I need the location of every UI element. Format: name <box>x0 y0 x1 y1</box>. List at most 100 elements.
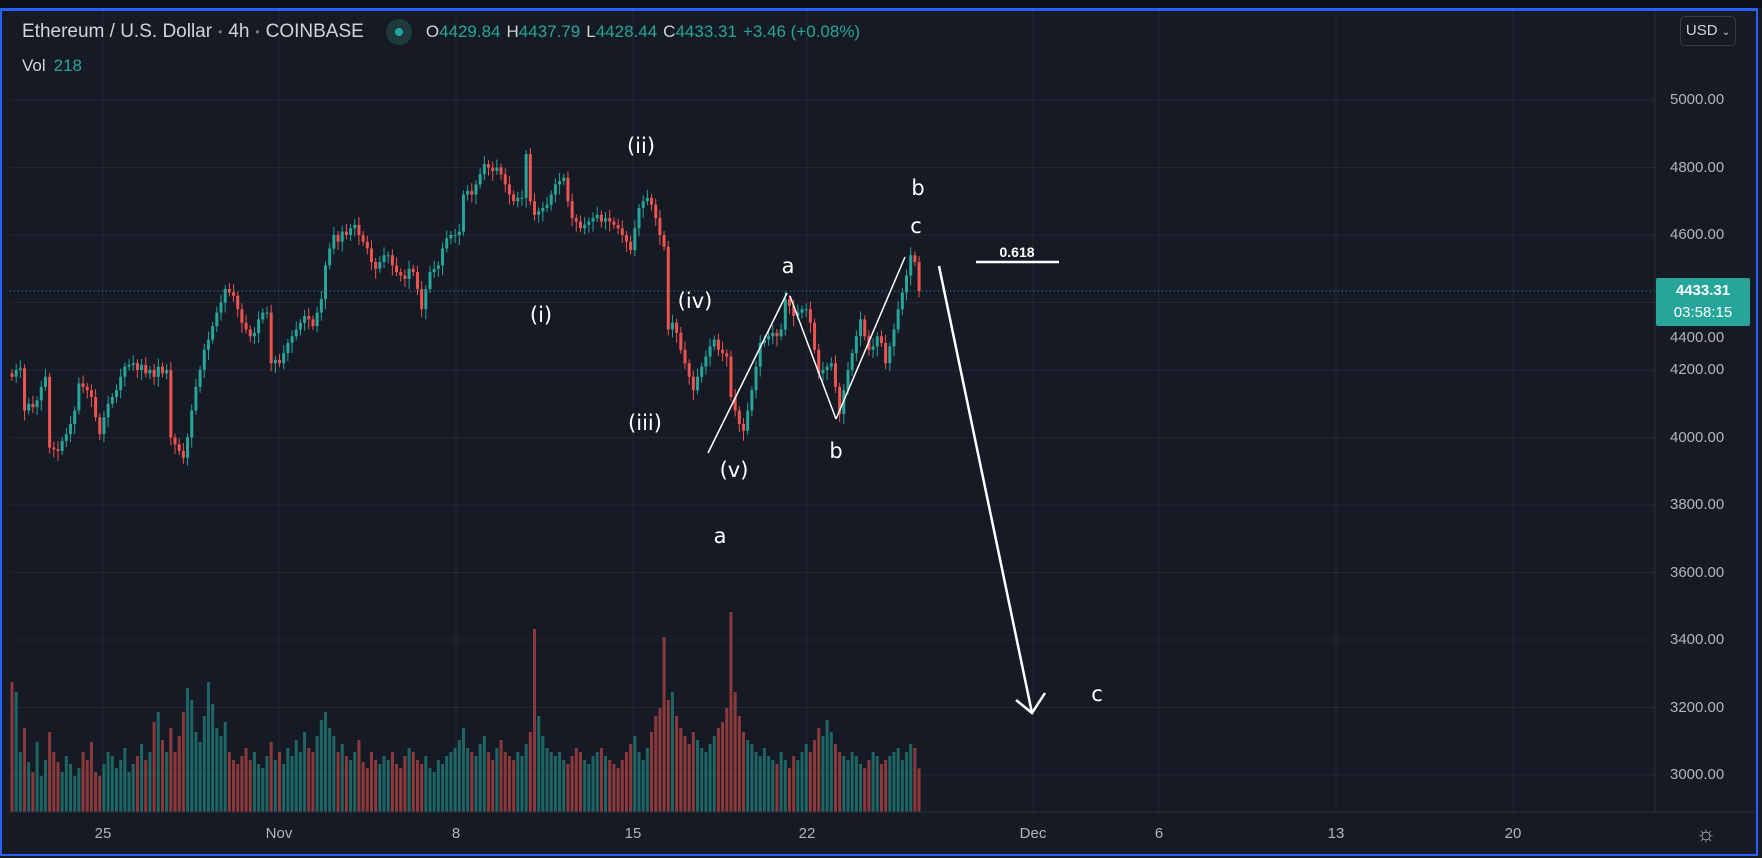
symbol-name[interactable]: Ethereum / U.S. Dollar <box>22 21 213 42</box>
candle <box>344 223 348 239</box>
candle-body <box>779 329 783 337</box>
volume-bar <box>871 752 875 812</box>
candle <box>654 198 658 227</box>
wave-label-iii[interactable]: (iii) <box>628 411 662 435</box>
candle <box>495 159 499 175</box>
candle <box>650 193 654 211</box>
arrow-head <box>1015 692 1047 715</box>
candle <box>666 240 670 336</box>
candle-body <box>888 346 892 364</box>
volume-bar <box>165 752 169 812</box>
wave-label-b-major[interactable]: b <box>911 176 925 200</box>
candle <box>503 168 507 193</box>
candle-body <box>478 174 482 185</box>
volume-bar <box>859 764 863 812</box>
candle <box>353 218 357 237</box>
volume-bar <box>570 756 574 812</box>
volume-bar <box>645 748 649 812</box>
candle <box>729 350 733 401</box>
wave-label-c-major[interactable]: c <box>1091 682 1103 706</box>
wave-label-v[interactable]: (v) <box>719 458 749 482</box>
candle-body <box>319 299 323 313</box>
candle-body <box>520 197 524 199</box>
volume-bar <box>60 772 64 812</box>
candle-body <box>537 211 541 215</box>
candle-body <box>650 197 654 205</box>
candle <box>240 303 244 333</box>
candle <box>733 389 737 417</box>
candle-body <box>691 376 695 391</box>
candle-body <box>269 312 273 364</box>
volume-bar <box>750 744 754 812</box>
wave-label-a-major[interactable]: a <box>713 524 727 548</box>
volume-bar <box>169 728 173 812</box>
candle-body <box>119 376 123 391</box>
volume-bar <box>666 700 670 812</box>
candle <box>73 406 77 434</box>
volume-bar <box>461 728 465 812</box>
wave-label-ii[interactable]: (ii) <box>626 134 656 158</box>
candle <box>474 180 478 205</box>
candle-body <box>261 312 265 320</box>
candle-body <box>127 364 131 367</box>
wave-label-a[interactable]: a <box>781 254 795 278</box>
candle <box>524 150 528 208</box>
candle <box>516 191 520 208</box>
volume-bar <box>311 752 315 812</box>
candle <box>69 416 73 443</box>
fib-level-label[interactable]: 0.618 <box>999 244 1035 260</box>
candle <box>382 247 386 268</box>
volume-bar <box>482 736 486 812</box>
volume-bar <box>186 688 190 812</box>
candle-body <box>487 164 491 168</box>
candle-body <box>198 370 202 387</box>
volume-bar <box>520 756 524 812</box>
candle-body <box>787 299 791 306</box>
volume-bar <box>432 772 436 812</box>
trend-line-wave-b <box>789 295 837 420</box>
candle-body <box>578 221 582 229</box>
candle-body <box>415 272 419 289</box>
currency-button[interactable]: USD ⌄ <box>1680 16 1736 46</box>
candle-body <box>796 312 800 316</box>
candle-body <box>913 255 917 262</box>
close-value: 4433.31 <box>675 22 737 41</box>
candle <box>487 160 491 176</box>
candle <box>407 260 411 289</box>
trend-line-wave-a <box>707 292 788 454</box>
wave-label-b[interactable]: b <box>829 439 843 463</box>
candle-body <box>227 289 231 293</box>
gear-icon[interactable]: ☼ <box>1695 821 1717 846</box>
candle <box>913 251 917 266</box>
volume-bar <box>888 756 892 812</box>
wave-label-i[interactable]: (i) <box>529 303 553 327</box>
volume-bar <box>708 744 712 812</box>
candle-body <box>165 370 169 374</box>
volume-bar <box>583 760 587 812</box>
volume-bar <box>315 736 319 812</box>
candle-body <box>666 246 670 330</box>
price-tick: 4600.00 <box>1670 226 1725 243</box>
market-status-dot-icon[interactable] <box>385 19 412 45</box>
volume-bar <box>905 752 909 812</box>
wave-label-iv[interactable]: (iv) <box>677 289 713 313</box>
volume-bar <box>754 752 758 812</box>
candle-body <box>696 376 700 391</box>
candle-body <box>700 366 704 377</box>
candle-body <box>85 386 89 391</box>
volume-bar <box>18 752 22 812</box>
price-tick: 3800.00 <box>1670 496 1725 513</box>
candle <box>152 364 156 385</box>
candle-body <box>248 329 252 337</box>
volume-bar <box>721 722 725 812</box>
candle <box>223 285 227 313</box>
wave-label-c[interactable]: c <box>910 214 922 238</box>
candle <box>374 258 378 279</box>
candle <box>637 204 641 237</box>
candle <box>349 224 353 241</box>
legend-header: Ethereum / U.S. Dollar • 4h • COINBASE O… <box>22 19 866 45</box>
candle-body <box>729 356 733 397</box>
candle-body <box>353 224 357 229</box>
interval[interactable]: 4h <box>228 21 250 42</box>
